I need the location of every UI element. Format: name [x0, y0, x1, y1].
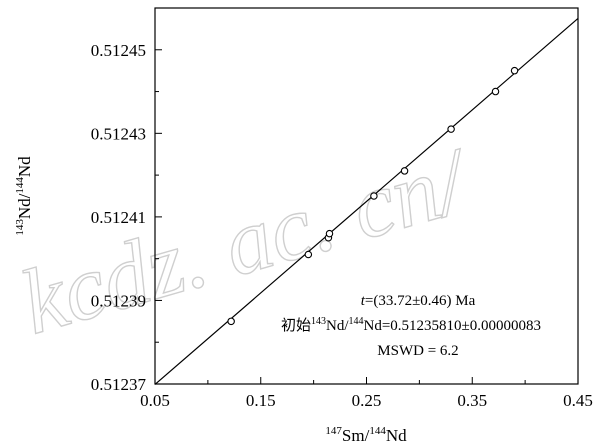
y-tick-label: 0.51239: [91, 291, 146, 310]
data-point: [370, 192, 378, 200]
data-point: [491, 87, 500, 96]
isochron-line-layer: [154, 17, 579, 385]
x-tick-label: 0.05: [140, 391, 170, 410]
x-tick-label: 0.15: [246, 391, 276, 410]
mswd-annotation: MSWD = 6.2: [377, 343, 458, 359]
x-tick-labels: 0.05 0.15 0.25 0.35 0.45: [140, 391, 593, 410]
data-points: [227, 66, 519, 326]
y-tick-label: 0.51241: [91, 208, 146, 227]
x-tick-label: 0.45: [563, 391, 593, 410]
y-tick-label: 0.51237: [91, 375, 147, 394]
data-point: [325, 229, 334, 238]
isochron-line: [154, 17, 579, 385]
data-point: [227, 317, 235, 326]
y-tick-label: 0.51245: [91, 41, 146, 60]
data-point: [510, 66, 519, 75]
x-tick-label: 0.25: [352, 391, 382, 410]
age-annotation: t=(33.72±0.46) Ma: [361, 293, 476, 309]
initial-ratio-annotation: 初始143Nd/144Nd=0.51235810±0.00000083: [281, 316, 541, 334]
data-point: [400, 167, 409, 175]
data-point: [304, 250, 313, 259]
data-point: [447, 125, 455, 133]
y-axis-label: 143Nd/144Nd: [14, 156, 34, 236]
y-tick-label: 0.51243: [91, 124, 146, 143]
y-tick-labels: 0.51237 0.51239 0.51241 0.51243 0.51245: [91, 41, 147, 394]
x-tick-label: 0.35: [457, 391, 487, 410]
x-axis-label: 147Sm/144Nd: [325, 425, 407, 445]
